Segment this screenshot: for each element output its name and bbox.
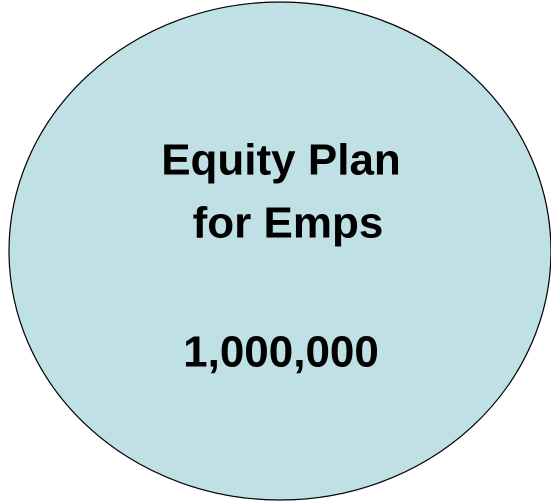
- value-label: 1,000,000: [183, 328, 379, 377]
- label-line: for Emps: [193, 199, 384, 248]
- label-line: Equity Plan: [161, 136, 401, 185]
- ellipse: [8, 1, 551, 501]
